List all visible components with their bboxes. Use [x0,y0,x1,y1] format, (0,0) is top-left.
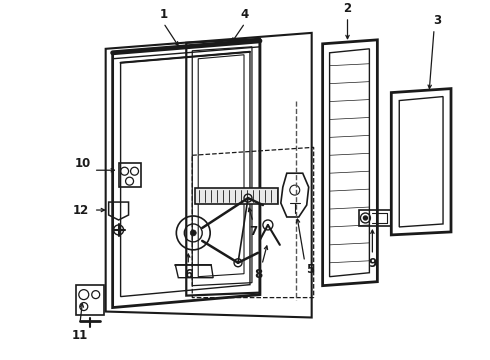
Text: 12: 12 [73,203,89,216]
Text: 3: 3 [433,14,441,27]
Circle shape [190,230,196,236]
Text: 10: 10 [74,157,91,170]
Text: 9: 9 [368,257,376,270]
Polygon shape [195,188,278,204]
Circle shape [364,216,368,220]
Text: 4: 4 [241,9,249,22]
Text: 7: 7 [249,225,257,238]
Text: 5: 5 [306,263,314,276]
Text: 1: 1 [159,9,168,22]
Text: 2: 2 [343,3,351,15]
Text: 6: 6 [184,268,193,281]
Text: 11: 11 [72,329,88,342]
Text: 8: 8 [254,268,262,281]
